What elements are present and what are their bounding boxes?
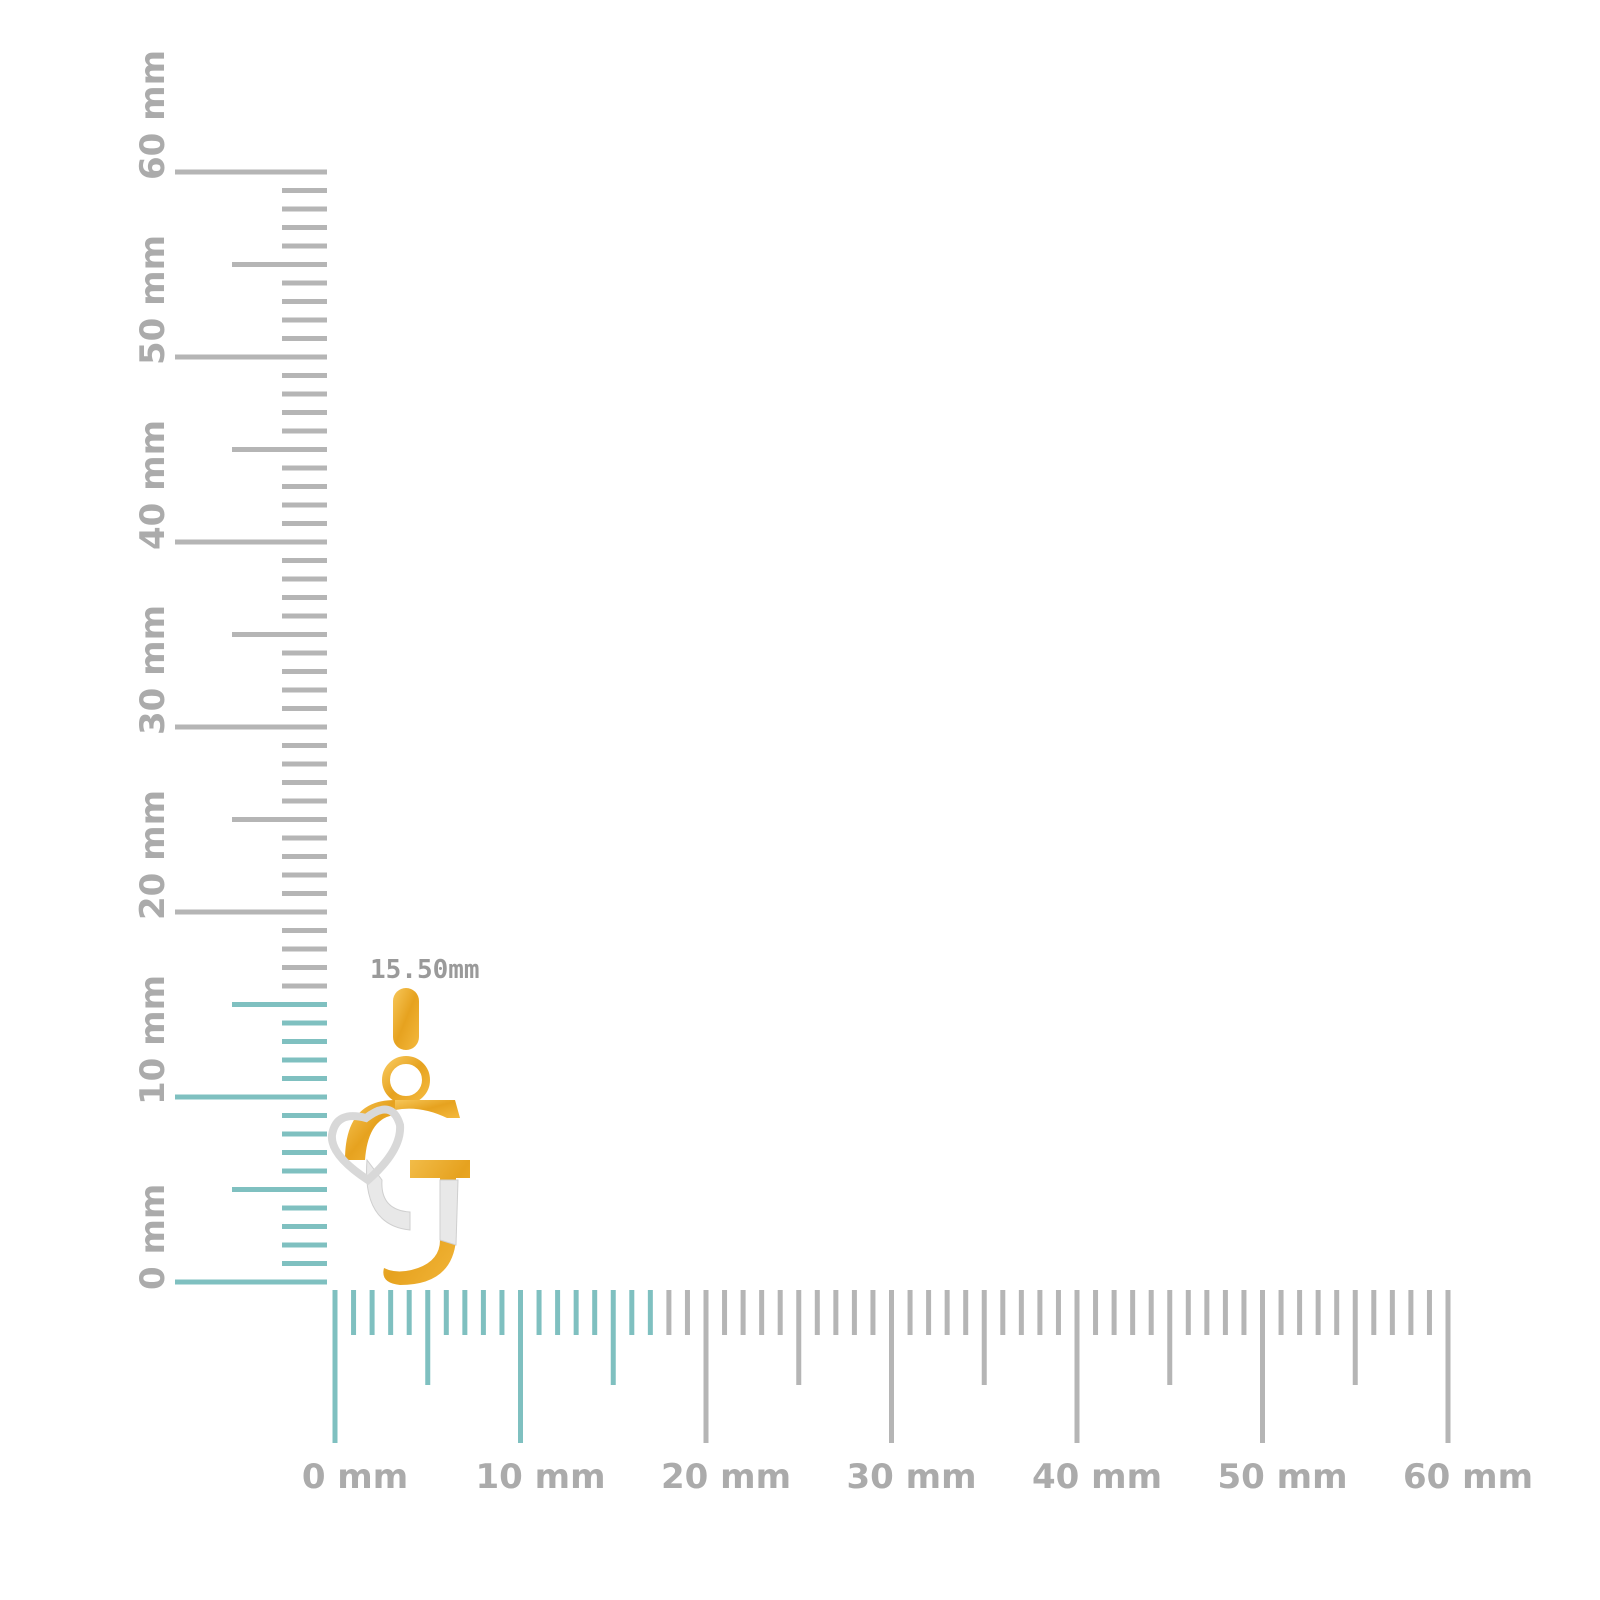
ruler-label: 50 mm — [1217, 1457, 1347, 1497]
ruler-label: 20 mm — [661, 1457, 791, 1497]
ruler-label: 10 mm — [475, 1457, 605, 1497]
ruler-label: 30 mm — [133, 605, 173, 735]
ruler-label: 40 mm — [133, 420, 173, 550]
ruler-label: 10 mm — [133, 975, 173, 1105]
measurement-label: 15.50mm — [370, 955, 480, 985]
rulers: 0 mm 10 mm 20 mm 30 mm 40 mm 50 mm 60 mm 0 mm 10… — [133, 50, 1533, 1497]
ruler-label: 60 mm — [1403, 1457, 1533, 1497]
ruler-label: 60 mm — [133, 50, 173, 180]
pendant — [327, 988, 470, 1285]
ruler-label: 20 mm — [133, 790, 173, 920]
ruler-label: 30 mm — [846, 1457, 976, 1497]
ruler-label: 40 mm — [1032, 1457, 1162, 1497]
ruler-label: 0 mm — [302, 1457, 408, 1497]
ruler-label: 0 mm — [133, 1184, 173, 1290]
ruler-label: 50 mm — [133, 235, 173, 365]
